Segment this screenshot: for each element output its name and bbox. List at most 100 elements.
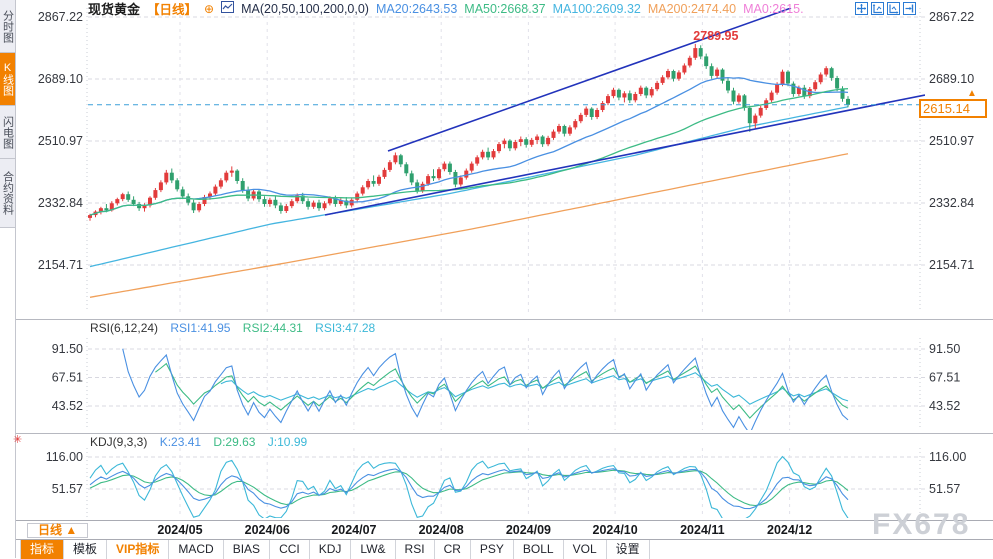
- tab-vip-indicators[interactable]: VIP指标: [107, 540, 170, 559]
- tab-vol[interactable]: VOL: [564, 540, 607, 559]
- y-axis-label: 2510.97: [929, 134, 974, 148]
- rsi-title: RSI(6,12,24): [90, 321, 159, 335]
- x-axis-date: 2024/09: [505, 523, 551, 537]
- rsi1-value: RSI1:41.95: [170, 321, 231, 335]
- trendlines[interactable]: [324, 8, 925, 216]
- x-axis-date: 2024/08: [418, 523, 464, 537]
- tab-bias[interactable]: BIAS: [224, 540, 271, 559]
- ma50-line: [89, 88, 849, 216]
- tab-psy[interactable]: PSY: [471, 540, 514, 559]
- y-axis-label: 2867.22: [38, 10, 83, 24]
- sidebar-item-kline-chart[interactable]: K线图: [0, 53, 15, 106]
- rsi-indicator-chart[interactable]: 91.50 91.50 67.51 67.51 43.52 43.52: [0, 320, 993, 434]
- ma200-value: MA200:2474.40: [647, 1, 737, 16]
- kdj-d-line: [89, 469, 849, 507]
- y-axis-label: 67.51: [929, 371, 960, 385]
- rsi1-line: [122, 348, 849, 430]
- pan-icon[interactable]: [855, 2, 868, 15]
- period-button-label: 日线: [38, 523, 63, 537]
- y-axis-label: 2332.84: [929, 196, 974, 210]
- tab-boll[interactable]: BOLL: [514, 540, 564, 559]
- x-axis-date: 2024/11: [680, 523, 725, 537]
- y-axis-label: 91.50: [929, 342, 960, 356]
- tab-indicators[interactable]: 指标: [21, 540, 65, 559]
- x-axis-row: 日线 ▲ 2024/05 2024/06 2024/07 2024/08 2024/09…: [15, 520, 993, 539]
- y-axis-label: 51.57: [929, 482, 960, 496]
- y-axis-label: 51.57: [52, 482, 83, 496]
- period-tag: 【日线】: [147, 3, 198, 17]
- tab-rsi[interactable]: RSI: [396, 540, 435, 559]
- kline-icon: [221, 1, 235, 16]
- tab-macd[interactable]: MACD: [169, 540, 224, 559]
- panel-separator: [15, 319, 993, 320]
- kdj-header: KDJ(9,3,3) K:23.41 D:29.63 J:10.99: [90, 435, 316, 449]
- rsi-header: RSI(6,12,24) RSI1:41.95 RSI2:44.31 RSI3:…: [90, 321, 384, 335]
- y-axis-label: 116.00: [46, 450, 83, 464]
- x-axis-date: 2024/07: [331, 523, 377, 537]
- kdj-j-value: J:10.99: [267, 435, 308, 449]
- y-axis-label: 67.51: [52, 371, 83, 385]
- ma20-line: [89, 76, 849, 216]
- tab-kdj[interactable]: KDJ: [310, 540, 352, 559]
- kdj-j-line: [89, 455, 849, 518]
- chart-header: 现货黄金 【日线】 ⊕ MA(20,50,100,200,0,0) MA20:2…: [88, 0, 804, 17]
- main-grid: 2867.22 2867.22 2689.10 2689.10 2510.97 2510.…: [38, 8, 974, 312]
- ma100-line: [89, 106, 849, 268]
- y-axis-label: 2689.10: [38, 72, 83, 86]
- indicator-alert-icon: ✳: [13, 434, 23, 446]
- kdj-d-value: D:29.63: [213, 435, 256, 449]
- x-axis-date: 2024/10: [592, 523, 638, 537]
- ma20-value: MA20:2643.53: [375, 1, 458, 16]
- tab-settings[interactable]: 设置: [607, 540, 650, 559]
- kdj-indicator-chart[interactable]: 116.00 116.00 51.57 51.57: [0, 434, 993, 520]
- kdj-k-line: [89, 468, 849, 510]
- rsi2-line: [155, 362, 849, 419]
- x-axis-date: 2024/12: [767, 523, 813, 537]
- x-axis-date: 2024/05: [157, 523, 203, 537]
- ma100-value: MA100:2609.32: [552, 1, 641, 16]
- sidebar-item-contract-info[interactable]: 合约资料: [0, 159, 15, 228]
- tabbar-spacer: [15, 540, 21, 559]
- period-selector-button[interactable]: 日线 ▲: [27, 523, 89, 538]
- add-indicator-icon[interactable]: ⊕: [204, 1, 215, 16]
- high-price-annotation: 2789.95: [693, 28, 739, 43]
- x-axis-date: 2024/06: [244, 523, 290, 537]
- y-axis-label: 43.52: [929, 399, 960, 413]
- rsi3-line: [220, 372, 849, 405]
- fit-vertical-icon[interactable]: [871, 2, 884, 15]
- y-axis-label: 2510.97: [38, 134, 83, 148]
- sidebar-item-time-chart[interactable]: 分时图: [0, 0, 15, 53]
- y-axis-label: 2689.10: [929, 72, 974, 86]
- panel-separator: [15, 433, 993, 434]
- rsi3-value: RSI3:47.28: [315, 321, 376, 335]
- tab-cci[interactable]: CCI: [270, 540, 310, 559]
- arrow-up-icon: ▲: [65, 523, 78, 537]
- kdj-k-value: K:23.41: [159, 435, 202, 449]
- y-axis-label: 91.50: [52, 342, 83, 356]
- sub-grid: 91.50 91.50 67.51 67.51 43.52 43.52: [52, 338, 960, 430]
- y-axis-label: 43.52: [52, 399, 83, 413]
- ma0-value: MA0:2615.: [743, 1, 804, 16]
- sub-grid: 116.00 116.00 51.57 51.57: [46, 448, 966, 518]
- indicator-tab-bar: 指标 模板 VIP指标 MACD BIAS CCI KDJ LW& RSI CR PSY BOLL VO…: [15, 539, 993, 559]
- tab-cr[interactable]: CR: [435, 540, 471, 559]
- fit-horizontal-icon[interactable]: [887, 2, 900, 15]
- instrument-name: 现货黄金: [88, 2, 141, 17]
- y-axis-label: 2867.22: [929, 10, 974, 24]
- chart-toolbar: [855, 2, 916, 15]
- main-candlestick-chart[interactable]: 2867.22 2867.22 2689.10 2689.10 2510.97 2510.…: [0, 0, 993, 320]
- candles-layer: [88, 43, 850, 221]
- sidebar-item-lightning-chart[interactable]: 闪电图: [0, 106, 15, 159]
- rsi2-value: RSI2:44.31: [242, 321, 303, 335]
- current-price-tag: 2615.14: [919, 98, 987, 118]
- tab-lw[interactable]: LW&: [351, 540, 396, 559]
- left-sidebar: 分时图 K线图 闪电图 合约资料: [0, 0, 16, 558]
- y-axis-label: 2154.71: [929, 258, 974, 272]
- tab-templates[interactable]: 模板: [64, 540, 108, 559]
- ma-indicator-label: MA(20,50,100,200,0,0): [241, 1, 369, 16]
- ma50-value: MA50:2668.37: [464, 1, 546, 16]
- y-axis-label: 2154.71: [38, 258, 83, 272]
- scroll-to-latest-icon[interactable]: [903, 2, 916, 15]
- ma200-line: [89, 153, 849, 298]
- y-axis-label: 116.00: [929, 450, 966, 464]
